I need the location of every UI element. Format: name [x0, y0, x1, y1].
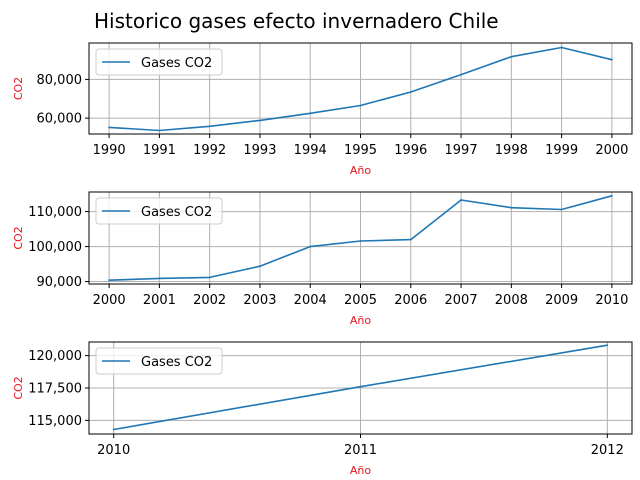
x-tick-label: 1997 — [445, 143, 478, 158]
legend-box — [95, 48, 223, 76]
y-tick-label: 60,000 — [37, 112, 83, 127]
x-tick-label: 2000 — [595, 143, 628, 158]
x-tick-label: 1996 — [394, 143, 427, 158]
y-tick-label: 100,000 — [28, 240, 82, 255]
x-tick-label: 1994 — [294, 143, 327, 158]
y-axis-label: CO2 — [12, 376, 25, 399]
legend-box — [95, 347, 223, 375]
data-point — [510, 206, 513, 209]
y-tick-label: 120,000 — [28, 349, 82, 364]
legend: Gases CO2 — [95, 48, 223, 76]
legend: Gases CO2 — [95, 347, 223, 375]
x-tick-label: 2009 — [545, 293, 578, 308]
y-tick-label: 80,000 — [37, 73, 83, 88]
data-point — [309, 245, 312, 248]
data-point — [158, 129, 161, 132]
x-axis-label: Año — [350, 464, 371, 477]
data-point — [359, 240, 362, 242]
data-point — [259, 119, 261, 122]
x-tick-label: 2011 — [344, 443, 377, 458]
x-axis-label: Año — [350, 164, 371, 177]
figure-title: Historico gases efecto invernadero Chile — [94, 9, 499, 33]
x-tick-label: 2007 — [445, 293, 478, 308]
legend-label: Gases CO2 — [141, 355, 212, 370]
y-tick-label: 90,000 — [37, 275, 83, 290]
y-tick-label: 110,000 — [28, 205, 82, 220]
y-tick-label: 115,000 — [28, 414, 82, 429]
y-tick-label: 117,500 — [28, 382, 82, 397]
data-point — [610, 58, 613, 61]
data-point — [108, 279, 111, 282]
x-tick-label: 2004 — [294, 293, 327, 308]
y-axis-label: CO2 — [12, 77, 25, 100]
x-tick-label: 2010 — [595, 293, 628, 308]
x-tick-label: 2008 — [495, 293, 528, 308]
data-point — [409, 91, 412, 93]
subplot-3: 2010 2011 2012 115,000 117,500 120,000 Año CO2 G… — [12, 341, 633, 477]
data-point — [112, 428, 115, 431]
x-tick-label: 2006 — [394, 293, 427, 308]
x-tick-label: 2010 — [97, 443, 130, 458]
x-tick-label: 1999 — [545, 143, 578, 158]
x-tick-label: 1995 — [344, 143, 377, 158]
x-tick-label: 2000 — [93, 293, 126, 308]
data-point — [460, 199, 462, 201]
data-point — [460, 73, 462, 76]
x-tick-label: 1991 — [143, 143, 176, 158]
data-point — [259, 265, 261, 268]
data-point — [359, 104, 362, 107]
x-tick-label: 2001 — [143, 293, 176, 308]
legend: Gases CO2 — [95, 197, 223, 225]
x-tick-label: 2005 — [344, 293, 377, 308]
data-point — [158, 277, 161, 280]
x-tick-label: 1990 — [93, 143, 126, 158]
subplots: 1990 1991 1992 1993 1994 1995 1996 1997 1998 1999… — [12, 42, 633, 477]
subplot-1: 1990 1991 1992 1993 1994 1995 1996 1997 1998 1999… — [12, 42, 633, 177]
legend-label: Gases CO2 — [141, 56, 212, 71]
data-point — [606, 344, 609, 347]
x-tick-label: 1992 — [193, 143, 226, 158]
data-point — [560, 208, 563, 211]
subplot-2: 2000 2001 2002 2003 2004 2005 2006 2007 2008 2009… — [12, 191, 633, 327]
axes-frame — [88, 42, 633, 135]
data-point — [560, 46, 563, 49]
x-tick-label: 1993 — [243, 143, 276, 158]
data-point — [610, 194, 613, 197]
data-point — [359, 385, 362, 388]
data-point — [309, 112, 312, 115]
x-tick-label: 2012 — [591, 443, 624, 458]
axes-frame — [88, 191, 633, 285]
y-axis-label: CO2 — [12, 226, 25, 249]
x-tick-label: 2003 — [243, 293, 276, 308]
data-point — [208, 125, 211, 128]
axes-frame — [88, 341, 633, 435]
legend-box — [95, 197, 223, 225]
legend-label: Gases CO2 — [141, 205, 212, 220]
data-point — [510, 55, 513, 58]
x-axis-label: Año — [350, 314, 371, 327]
x-tick-label: 1998 — [495, 143, 528, 158]
x-tick-label: 2002 — [193, 293, 226, 308]
data-point — [208, 276, 211, 279]
data-point — [108, 126, 111, 129]
data-point — [409, 238, 412, 241]
